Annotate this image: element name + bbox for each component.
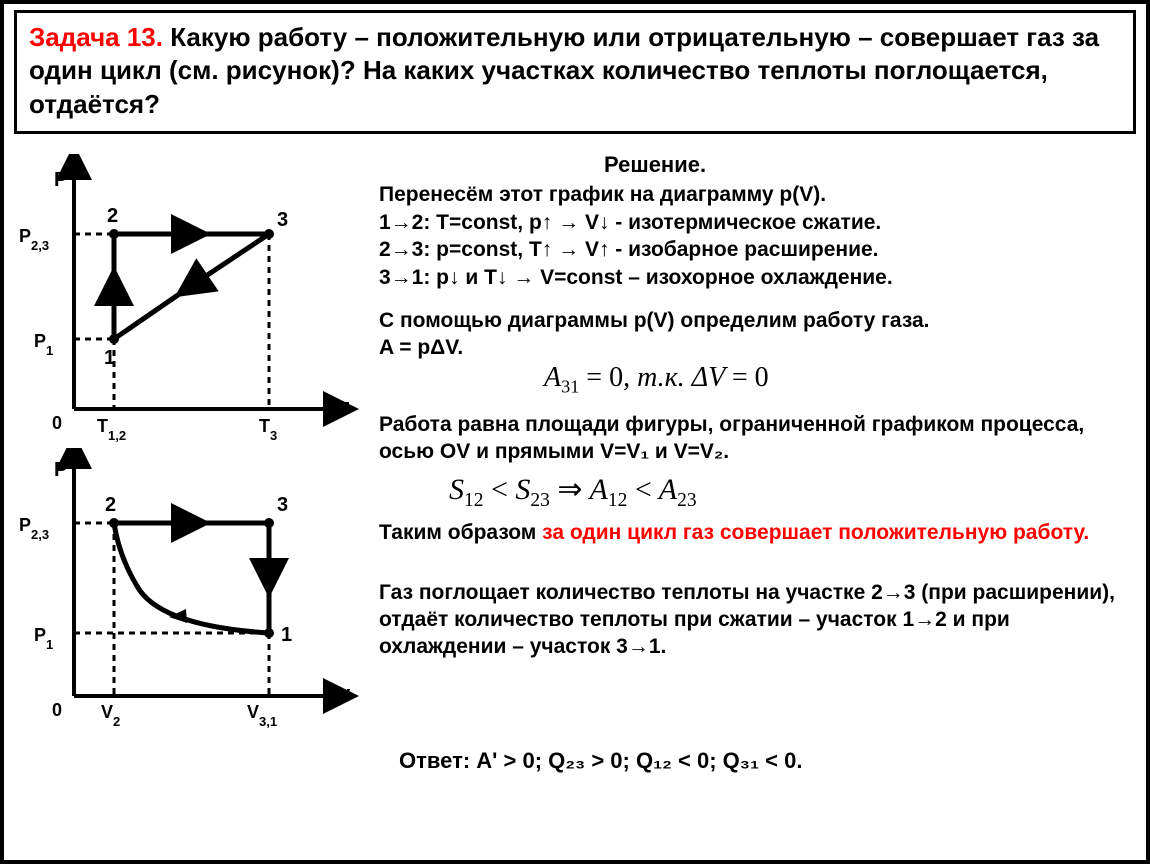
pv-node-3: 3	[277, 494, 288, 516]
pt-ytick-p23: P2,3	[19, 226, 49, 253]
pv-ytick-p1: P1	[34, 625, 53, 652]
pt-origin: 0	[52, 413, 62, 433]
solution-answer: Ответ: A' > 0; Q₂₃ > 0; Q₁₂ < 0; Q₃₁ < 0…	[399, 748, 803, 774]
pt-node-1: 1	[104, 347, 115, 369]
problem-text: Задача 13. Какую работу – положительную …	[29, 22, 1099, 119]
pv-y-axis-label: P	[54, 459, 67, 481]
pv-diagram: P V 0 P2,3 P1 V2 V3,1 2 3 1	[19, 448, 369, 748]
solution-heading: Решение.	[604, 152, 706, 178]
pt-y-axis-label: P	[54, 169, 67, 191]
pv-xtick-v2: V2	[101, 702, 120, 729]
solution-step-31: 3→1: p↓ и T↓ → V=const – изохорное охлаж…	[379, 264, 893, 291]
solution-area-text: Работа равна площади фигуры, ограниченно…	[379, 412, 1139, 466]
pt-node-3: 3	[277, 209, 288, 231]
solution-conclusion: Таким образом за один цикл газ совершает…	[379, 520, 1139, 547]
pv-x-axis-label: V	[337, 686, 351, 708]
solution-a-eq: A = pΔV.	[379, 334, 463, 361]
pt-node-2: 2	[107, 205, 118, 227]
pt-ytick-p1: P1	[34, 331, 53, 358]
pv-origin: 0	[52, 700, 62, 720]
conclusion-red: за один цикл газ совершает положительную…	[542, 521, 1089, 544]
formula-a31: A31 = 0, т.к. ΔV = 0	[544, 362, 769, 398]
pt-xtick-t12: T1,2	[97, 416, 126, 443]
problem-body: Какую работу – положительную или отрицат…	[29, 22, 1099, 119]
page: Задача 13. Какую работу – положительную …	[4, 4, 1146, 860]
solution-pv-intro: С помощью диаграммы p(V) определим работ…	[379, 307, 930, 334]
pv-ytick-p23: P2,3	[19, 515, 49, 542]
pv-node-2: 2	[105, 494, 116, 516]
problem-title: Задача 13.	[29, 22, 170, 52]
pt-xtick-t3: T3	[259, 416, 277, 443]
formula-s-compare: S12 < S23 ⇒ A12 < A23	[449, 472, 697, 512]
solution-line-intro: Перенесём этот график на диаграмму p(V).	[379, 181, 826, 208]
pt-x-axis-label: T	[337, 399, 349, 421]
solution-step-12: 1→2: T=const, p↑ → V↓ - изотермическое с…	[379, 209, 881, 236]
conclusion-black: Таким образом	[379, 521, 542, 544]
solution-step-23: 2→3: p=const, T↑ → V↑ - изобарное расшир…	[379, 236, 879, 263]
solution-heat-text: Газ поглощает количество теплоты на учас…	[379, 580, 1139, 661]
pt-diagram: P T 0 P2,3 P1 T1,2 T3 1 2 3	[19, 154, 369, 454]
pv-node-1: 1	[281, 624, 292, 646]
problem-box: Задача 13. Какую работу – положительную …	[14, 10, 1136, 134]
pv-xtick-v31: V3,1	[247, 702, 277, 729]
